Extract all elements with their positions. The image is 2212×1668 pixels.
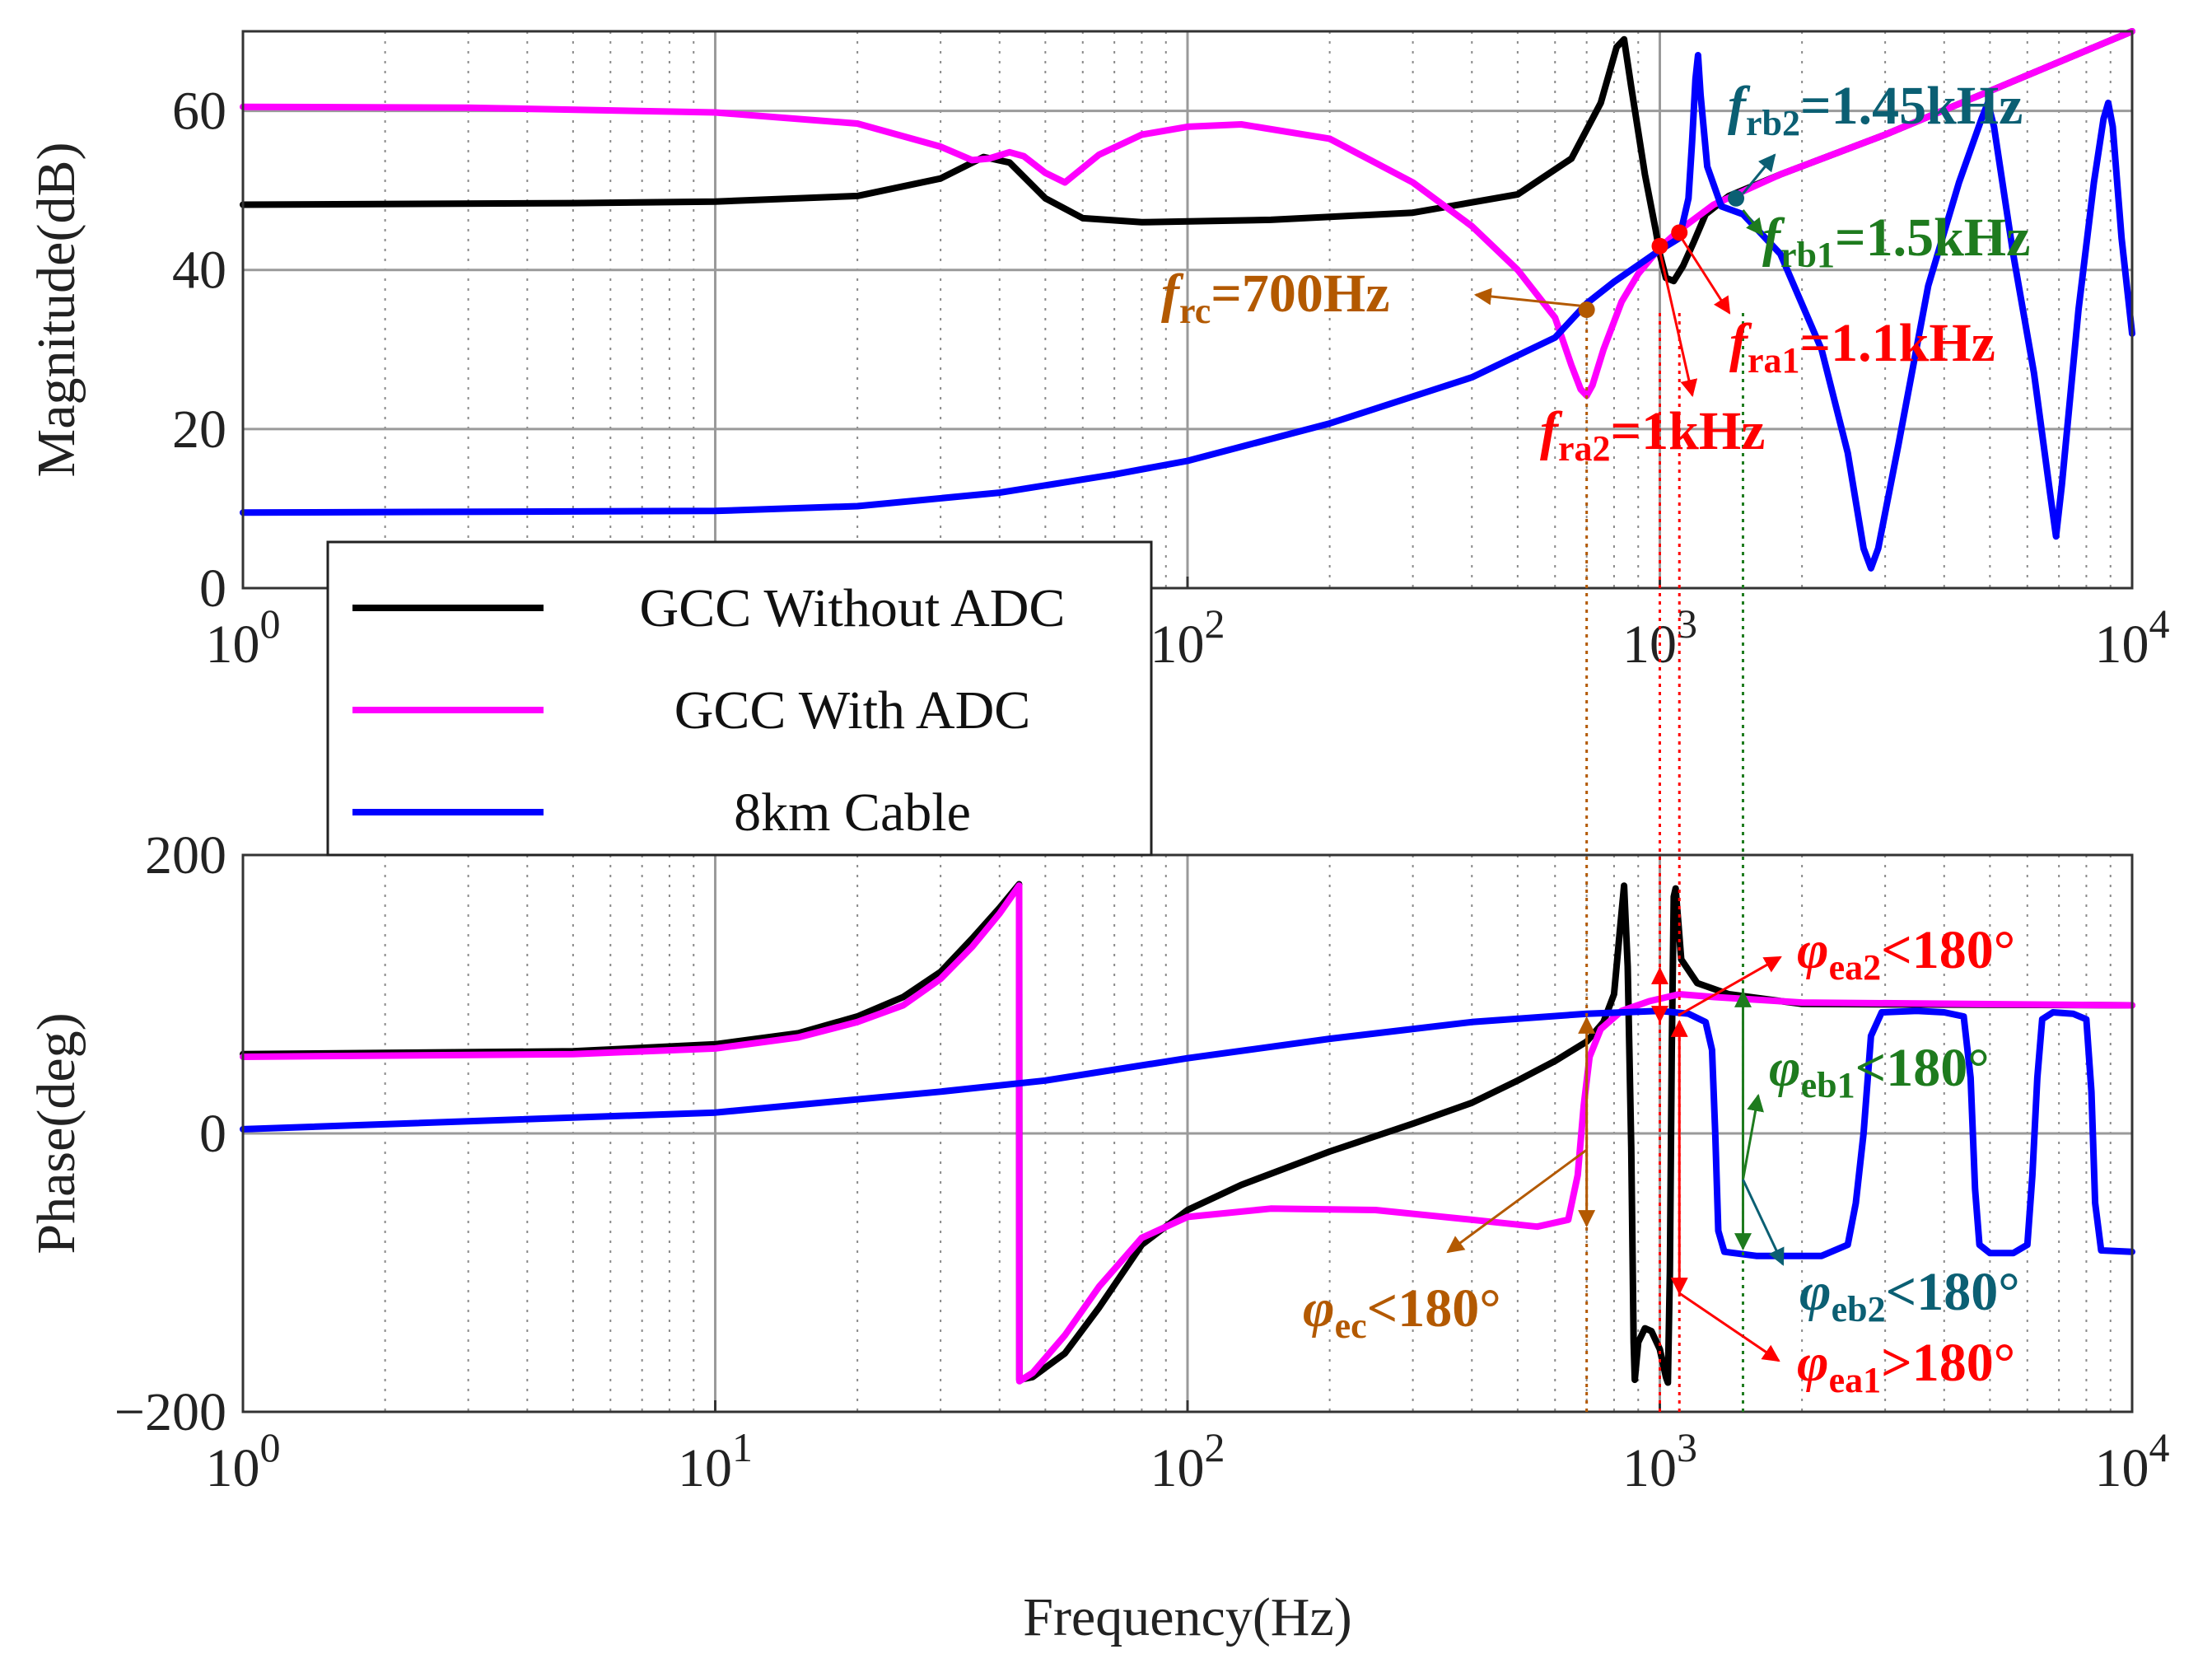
annotation-arrows <box>1446 153 1785 1362</box>
marker-dot-fra2 <box>1651 237 1668 255</box>
fra2-arrow <box>1659 250 1698 398</box>
annotation-phi_eb2: φeb2<180° <box>1799 1262 2020 1329</box>
y-tick-label: 200 <box>145 825 226 885</box>
annotation-phi_ec: φec<180° <box>1303 1278 1501 1346</box>
x-tick-label: 100 <box>206 1424 281 1498</box>
phi-ea1-arrow <box>1678 1292 1780 1362</box>
x-tick-label: 104 <box>2095 1424 2170 1498</box>
frc-arrow <box>1473 287 1587 308</box>
annotation-fra1: fra1=1.1kHz <box>1729 313 1995 381</box>
phi-eb1-arrow <box>1742 1093 1764 1180</box>
phi-ec-arrow <box>1446 1148 1588 1254</box>
x-tick-label: 101 <box>678 1424 753 1498</box>
fra1-arrow <box>1678 234 1731 315</box>
magnitude-y-ticks: 0 20 40 60 <box>172 82 226 619</box>
annotation-phi_eb1: φeb1<180° <box>1769 1038 1990 1105</box>
phase-x-ticks: 100 101 102 103 104 <box>206 1400 2170 1498</box>
x-tick-label: 103 <box>1622 1424 1697 1498</box>
phase-panel: −200 0 200 100 101 102 103 104 Phase(deg) Freq… <box>26 825 2170 1647</box>
magnitude-series <box>240 28 2135 572</box>
magnitude-y-label: Magnitude(dB) <box>26 143 86 478</box>
annotation-labels: frc=700Hz fra1=1.1kHz fra2=1kHz frb1=1.5kHz… <box>1161 76 2030 1400</box>
annotation-frb1: frb1=1.5kHz <box>1762 208 2030 275</box>
magnitude-panel: 0 20 40 60 100 102 103 104 Magnitude(dB) <box>26 28 2170 675</box>
x-axis-label: Frequency(Hz) <box>1023 1587 1351 1647</box>
marker-dot-frc <box>1578 301 1595 318</box>
legend-label: GCC Without ADC <box>640 578 1066 638</box>
series-line-8km-cable <box>240 1007 2135 1259</box>
legend-box <box>326 540 1153 857</box>
y-tick-label: −200 <box>114 1382 226 1442</box>
phase-y-label: Phase(deg) <box>26 1012 86 1254</box>
marker-dot-fra1 <box>1671 224 1688 241</box>
series-line-8km-cable <box>240 52 2135 572</box>
phi-ea2-arrow <box>1678 955 1782 1016</box>
frb2-arrow <box>1742 153 1776 194</box>
annotation-phi_ea1: φea1>180° <box>1797 1333 2015 1400</box>
phi-eb2-arrow <box>1742 1179 1785 1266</box>
phase-y-ticks: −200 0 200 <box>114 825 226 1442</box>
frb1-arrow <box>1742 209 1764 236</box>
annotation-frb2: frb2=1.45kHz <box>1728 76 2023 143</box>
x-tick-label: 102 <box>1150 1424 1225 1498</box>
x-tick-label: 100 <box>206 600 281 675</box>
x-tick-label: 102 <box>1150 600 1225 675</box>
legend: GCC Without ADC GCC With ADC 8km Cable <box>326 540 1153 857</box>
series-line-gcc-with-adc <box>240 28 2135 399</box>
annotation-fra2: fra2=1kHz <box>1540 401 1765 469</box>
annotation-phi_ea2: φea2<180° <box>1797 920 2015 988</box>
y-tick-label: 40 <box>172 241 226 301</box>
legend-label: 8km Cable <box>734 783 971 843</box>
annotation-frc: frc=700Hz <box>1161 264 1390 331</box>
y-tick-label: 20 <box>172 399 226 460</box>
y-tick-label: 0 <box>199 558 226 619</box>
magnitude-x-ticks: 100 102 103 104 <box>206 577 2170 675</box>
y-tick-label: 0 <box>199 1104 226 1164</box>
x-tick-label: 103 <box>1622 600 1697 675</box>
marker-dot-frb2 <box>1728 189 1745 207</box>
y-tick-label: 60 <box>172 82 226 142</box>
x-tick-label: 104 <box>2095 600 2170 675</box>
legend-label: GCC With ADC <box>674 680 1031 741</box>
